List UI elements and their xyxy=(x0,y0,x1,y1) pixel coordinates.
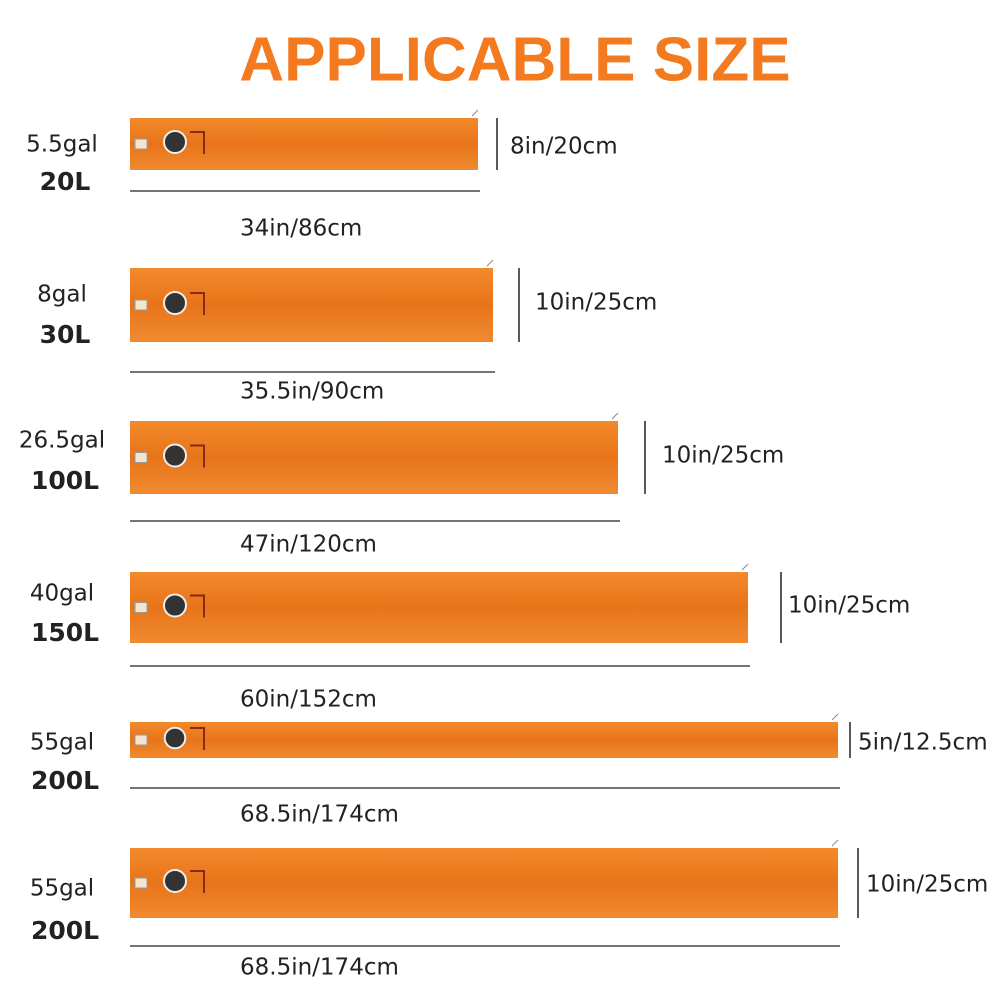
wire xyxy=(190,131,205,154)
gallons: 26.5gal xyxy=(19,428,105,454)
plug xyxy=(134,299,148,311)
wire xyxy=(190,292,205,315)
liters: 30L xyxy=(40,320,91,349)
width-label: 60in/152cm xyxy=(240,687,377,713)
width-label: 34in/86cm xyxy=(240,216,362,242)
heater-band xyxy=(130,268,493,342)
plug xyxy=(134,452,148,463)
knob xyxy=(163,726,187,750)
spring xyxy=(611,412,619,420)
wire xyxy=(190,870,205,893)
plug xyxy=(134,138,148,150)
liters: 100L xyxy=(31,466,99,495)
spring xyxy=(831,713,839,721)
width-label: 35.5in/90cm xyxy=(240,379,384,405)
knob xyxy=(163,593,187,618)
gallons: 40gal xyxy=(30,581,94,607)
height-label: 10in/25cm xyxy=(788,593,910,619)
gallons: 55gal xyxy=(30,876,94,902)
heater-band xyxy=(130,118,478,170)
height-label: 10in/25cm xyxy=(535,290,657,316)
heater-band xyxy=(130,848,838,918)
spring xyxy=(831,839,839,847)
height-label: 10in/25cm xyxy=(866,872,988,898)
gallons: 8gal xyxy=(37,282,87,308)
width-label: 68.5in/174cm xyxy=(240,802,399,828)
height-label: 5in/12.5cm xyxy=(858,730,988,756)
plug xyxy=(134,877,148,889)
spring xyxy=(486,259,494,267)
width-label: 47in/120cm xyxy=(240,532,377,558)
plug xyxy=(134,602,148,613)
knob xyxy=(163,130,187,154)
liters: 200L xyxy=(31,766,99,795)
knob xyxy=(163,443,187,468)
heater-band xyxy=(130,572,748,643)
knob xyxy=(163,869,187,893)
liters: 150L xyxy=(31,618,99,647)
title: APPLICABLE SIZE xyxy=(239,25,790,94)
spring xyxy=(741,563,749,571)
wire xyxy=(190,444,205,468)
gallons: 5.5gal xyxy=(26,132,98,158)
plug xyxy=(134,734,148,746)
height-label: 8in/20cm xyxy=(510,134,618,160)
liters: 20L xyxy=(40,167,91,196)
wire xyxy=(190,594,205,618)
width-label: 68.5in/174cm xyxy=(240,955,399,981)
gallons: 55gal xyxy=(30,730,94,756)
liters: 200L xyxy=(31,916,99,945)
height-label: 10in/25cm xyxy=(662,443,784,469)
heater-band xyxy=(130,421,618,494)
heater-band xyxy=(130,722,838,758)
spring xyxy=(471,109,479,117)
wire xyxy=(190,727,205,750)
knob xyxy=(163,291,187,315)
